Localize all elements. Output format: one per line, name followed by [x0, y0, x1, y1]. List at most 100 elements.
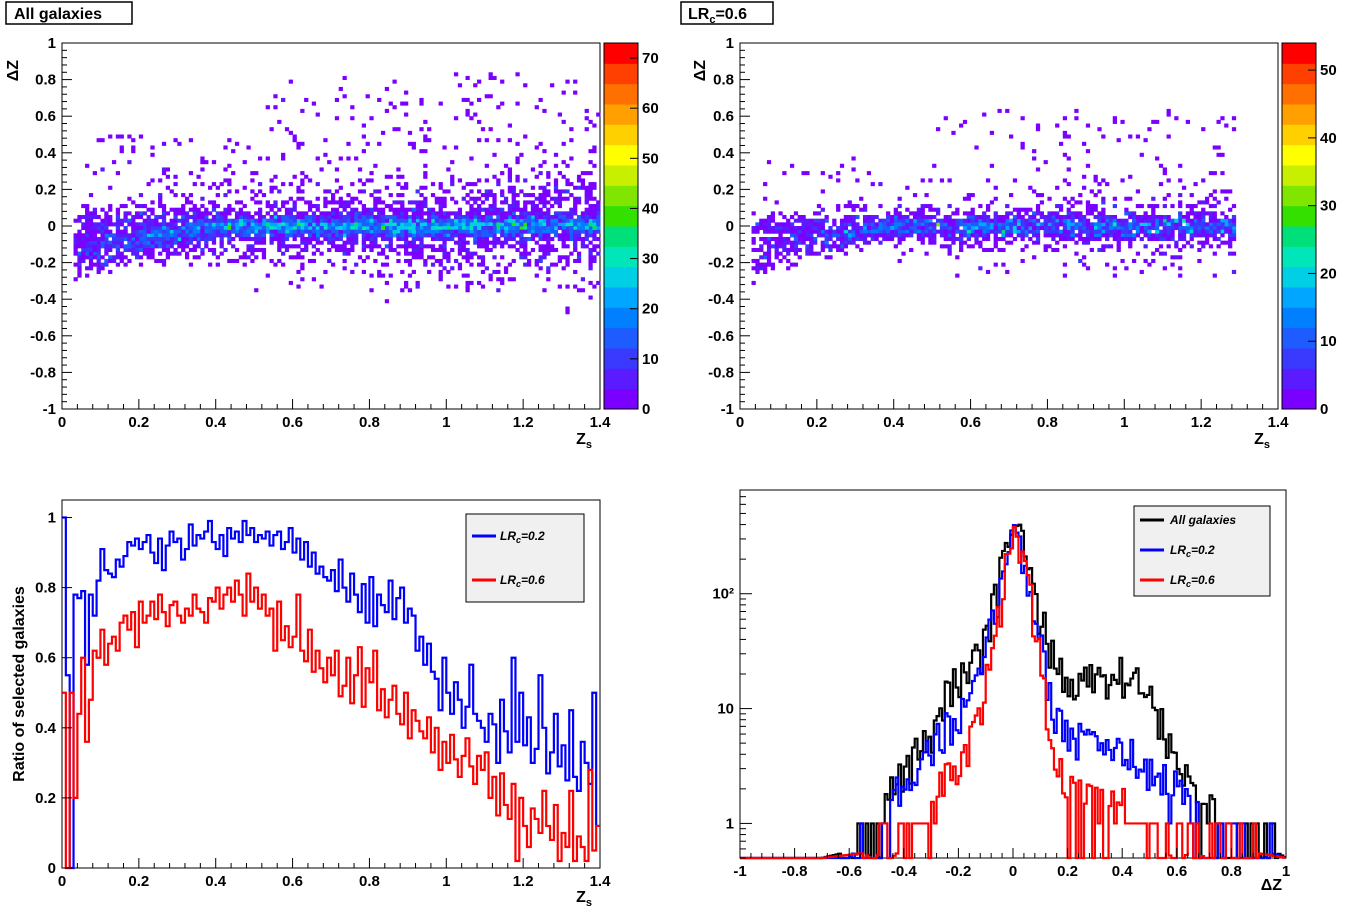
heatmap-cell: [1024, 222, 1029, 227]
heatmap-cell: [1139, 226, 1144, 231]
heatmap-cell: [553, 182, 559, 187]
heatmap-cell: [407, 215, 413, 220]
heatmap-cell: [184, 233, 190, 238]
heatmap-cell: [1093, 204, 1098, 209]
heatmap-cell: [404, 233, 409, 238]
heatmap-cell: [477, 189, 482, 194]
heatmap-cell: [1197, 247, 1202, 253]
heatmap-cell: [73, 233, 78, 238]
heatmap-cell: [357, 200, 363, 205]
heatmap-cell: [1051, 236, 1056, 242]
heatmap-cell: [81, 236, 86, 242]
heatmap-cell: [786, 266, 791, 271]
heatmap-cell: [338, 211, 343, 216]
heatmap-cell: [886, 226, 891, 231]
heatmap-cell: [828, 229, 833, 234]
heatmap-cell: [242, 204, 247, 209]
heatmap-cell: [809, 233, 814, 238]
heatmap-cell: [484, 247, 489, 253]
heatmap-cell: [1112, 273, 1117, 278]
heatmap-cell: [886, 222, 891, 227]
heatmap-cell: [770, 226, 775, 231]
heatmap-cell: [1020, 229, 1025, 234]
heatmap-cell: [115, 222, 121, 227]
title-box: [680, 1, 774, 25]
heatmap-cell: [311, 244, 317, 249]
heatmap-cell: [365, 233, 370, 238]
heatmap-cell: [1035, 211, 1041, 216]
heatmap-cell: [158, 178, 163, 183]
heatmap-cell: [388, 233, 393, 238]
heatmap-cell: [457, 244, 463, 249]
heatmap-cell: [1074, 211, 1079, 216]
y-tick-label: -0.6: [708, 328, 734, 345]
heatmap-cell: [893, 222, 898, 227]
heatmap-cell: [100, 240, 105, 245]
heatmap-cell: [92, 229, 97, 234]
heatmap-cell: [1082, 215, 1087, 220]
heatmap-cell: [1005, 108, 1010, 113]
heatmap-cell: [1032, 240, 1037, 245]
heatmap-cell: [123, 204, 128, 209]
heatmap-cell: [1189, 222, 1194, 227]
heatmap-cell: [1174, 240, 1179, 245]
heatmap-cell: [315, 226, 320, 231]
heatmap-cell: [492, 152, 497, 157]
heatmap-cell: [766, 160, 772, 165]
heatmap-cell: [511, 196, 516, 201]
heatmap-cell: [288, 255, 293, 260]
heatmap-cell: [265, 200, 270, 205]
heatmap-cell: [763, 255, 768, 260]
heatmap-cell: [1105, 215, 1110, 220]
heatmap-cell: [797, 215, 802, 220]
heatmap-cell: [966, 218, 971, 223]
heatmap-cell: [234, 200, 240, 205]
heatmap-cell: [751, 240, 756, 245]
heatmap-cell: [993, 236, 998, 242]
heatmap-cell: [935, 127, 941, 132]
heatmap-cell: [1181, 229, 1187, 234]
x-tick-label: 0.4: [1112, 863, 1134, 880]
colorbar-tick-label: 50: [1320, 62, 1337, 79]
heatmap-cell: [354, 215, 359, 220]
heatmap-cell: [1170, 222, 1175, 227]
heatmap-cell: [542, 211, 547, 216]
heatmap-cell: [546, 236, 551, 242]
heatmap-cell: [146, 240, 151, 245]
heatmap-cell: [415, 280, 420, 285]
heatmap-cell: [546, 182, 551, 187]
heatmap-cell: [839, 218, 845, 223]
heatmap-cell: [204, 226, 209, 231]
heatmap-cell: [281, 218, 286, 223]
heatmap-cell: [538, 244, 543, 249]
heatmap-cell: [507, 222, 513, 227]
heatmap-cell: [1170, 204, 1175, 209]
heatmap-cell: [273, 222, 278, 227]
heatmap-cell: [85, 255, 90, 260]
heatmap-cell: [1131, 222, 1137, 227]
heatmap-cell: [809, 218, 814, 223]
heatmap-cell: [789, 247, 795, 253]
heatmap-cell: [588, 255, 593, 260]
heatmap-cell: [161, 215, 167, 220]
heatmap-cell: [208, 211, 213, 216]
heatmap-cell: [1204, 229, 1210, 234]
heatmap-cell: [92, 207, 97, 212]
heatmap-cell: [1120, 226, 1125, 231]
heatmap-cell: [319, 229, 324, 234]
heatmap-cell: [119, 244, 124, 249]
heatmap-cell: [138, 233, 144, 238]
heatmap-cell: [181, 193, 186, 198]
heatmap-cell: [530, 233, 536, 238]
heatmap-cell: [569, 127, 574, 132]
heatmap-cell: [496, 207, 501, 212]
heatmap-cell: [438, 226, 443, 231]
heatmap-cell: [307, 215, 313, 220]
heatmap-cell: [596, 215, 601, 220]
heatmap-cell: [897, 218, 902, 223]
heatmap-cell: [801, 233, 806, 238]
heatmap-cell: [127, 218, 132, 223]
heatmap-cell: [1070, 222, 1075, 227]
heatmap-cell: [1197, 218, 1202, 223]
heatmap-cell: [546, 266, 551, 271]
